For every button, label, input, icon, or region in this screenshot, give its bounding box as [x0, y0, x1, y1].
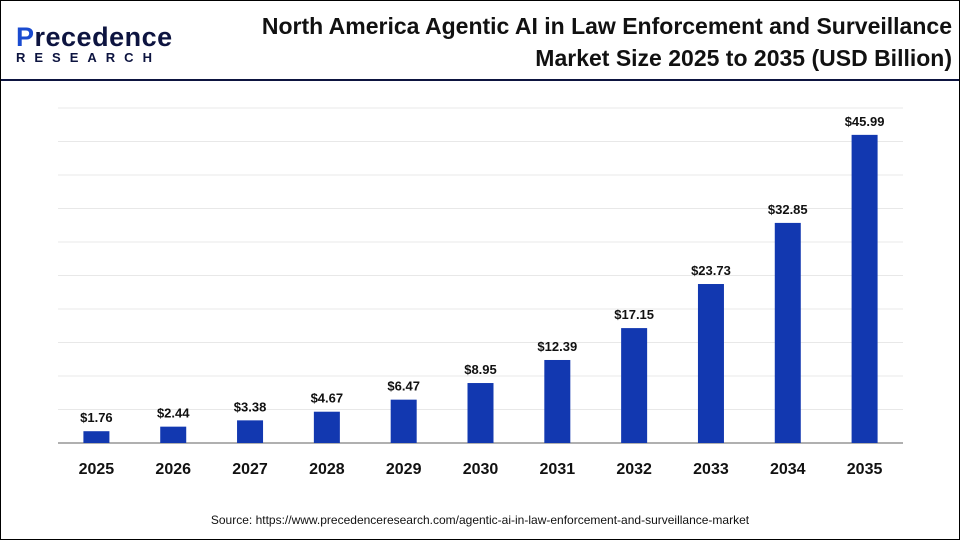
data-label: $3.38 [234, 399, 267, 414]
data-label: $1.76 [80, 410, 113, 425]
x-tick-label: 2026 [155, 461, 191, 478]
bar [237, 420, 264, 443]
logo-letter: P [16, 22, 35, 52]
bar [390, 399, 417, 443]
title-line-2: Market Size 2025 to 2035 (USD Billion) [535, 45, 952, 71]
x-tick-label: 2032 [616, 461, 652, 478]
data-label: $23.73 [691, 263, 731, 278]
logo-subtitle: RESEARCH [16, 50, 161, 65]
bar [83, 431, 110, 443]
bar [313, 411, 340, 443]
title-line-1: North America Agentic AI in Law Enforcem… [261, 13, 952, 39]
logo-word: recedence [34, 22, 173, 52]
bar [160, 426, 187, 443]
bar [697, 284, 724, 443]
x-tick-label: 2035 [847, 461, 883, 478]
x-tick-label: 2027 [232, 461, 268, 478]
x-tick-label: 2034 [770, 461, 806, 478]
x-tick-label: 2033 [693, 461, 729, 478]
data-label: $32.85 [768, 202, 808, 217]
bar [544, 359, 571, 443]
data-label: $17.15 [614, 307, 654, 322]
bar [851, 134, 878, 443]
precedence-research-logo: Precedence RESEARCH [16, 22, 173, 65]
chart-title: North America Agentic AI in Law Enforcem… [192, 10, 952, 74]
x-tick-label: 2031 [540, 461, 576, 478]
source-text: Source: https://www.precedenceresearch.c… [210, 513, 750, 527]
data-label: $12.39 [537, 339, 577, 354]
x-tick-label: 2030 [463, 461, 499, 478]
x-tick-label: 2029 [386, 461, 422, 478]
x-tick-label: 2028 [309, 461, 345, 478]
data-label: $8.95 [464, 362, 497, 377]
data-label: $4.67 [311, 391, 344, 406]
header-divider [1, 79, 959, 81]
data-label: $45.99 [845, 114, 885, 129]
bar [621, 328, 648, 443]
data-label: $6.47 [387, 379, 420, 394]
x-tick-label: 2025 [79, 461, 115, 478]
data-label: $2.44 [157, 406, 190, 421]
bar [467, 383, 494, 443]
bar [774, 222, 801, 443]
